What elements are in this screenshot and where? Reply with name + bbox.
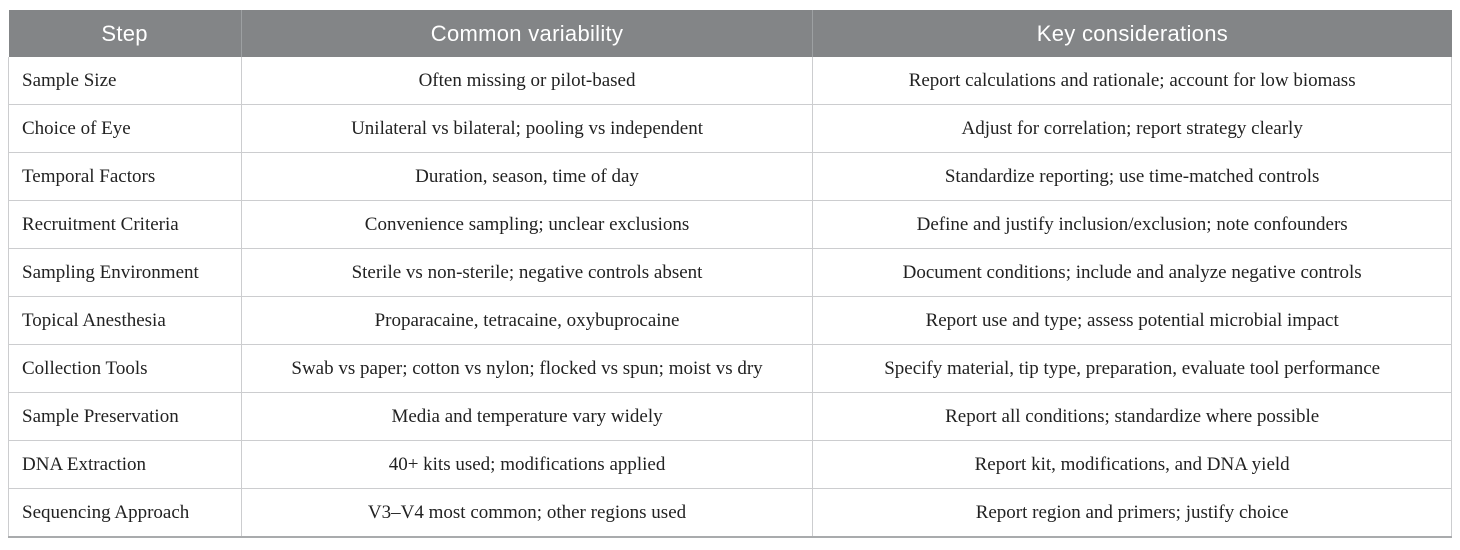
cell-considerations: Report use and type; assess potential mi…	[812, 296, 1452, 345]
cell-variability: Unilateral vs bilateral; pooling vs inde…	[240, 104, 814, 153]
cell-considerations: Specify material, tip type, preparation,…	[812, 344, 1452, 393]
table-row: Temporal Factors Duration, season, time …	[8, 152, 1452, 201]
cell-step: Topical Anesthesia	[8, 296, 242, 345]
cell-step: Sampling Environment	[8, 248, 242, 297]
table-row: Recruitment Criteria Convenience samplin…	[8, 200, 1452, 249]
cell-variability: Proparacaine, tetracaine, oxybuprocaine	[240, 296, 814, 345]
study-steps-table: Step Common variability Key consideratio…	[8, 10, 1452, 538]
table: Step Common variability Key consideratio…	[8, 10, 1452, 538]
column-header-step: Step	[8, 10, 242, 57]
cell-step: Sequencing Approach	[8, 488, 242, 537]
cell-step: Temporal Factors	[8, 152, 242, 201]
cell-step: Choice of Eye	[8, 104, 242, 153]
cell-variability: Often missing or pilot-based	[240, 57, 814, 105]
cell-considerations: Document conditions; include and analyze…	[812, 248, 1452, 297]
table-header: Step Common variability Key consideratio…	[8, 10, 1452, 57]
table-row: Topical Anesthesia Proparacaine, tetraca…	[8, 296, 1452, 345]
cell-step: Recruitment Criteria	[8, 200, 242, 249]
table-body: Sample Size Often missing or pilot-based…	[8, 57, 1452, 537]
cell-considerations: Report kit, modifications, and DNA yield	[812, 440, 1452, 489]
cell-variability: Media and temperature vary widely	[240, 392, 814, 441]
cell-considerations: Adjust for correlation; report strategy …	[812, 104, 1452, 153]
column-header-key-considerations: Key considerations	[812, 10, 1452, 57]
cell-step: Collection Tools	[8, 344, 242, 393]
table-row: Sampling Environment Sterile vs non-ster…	[8, 248, 1452, 297]
table-row: Sample Preservation Media and temperatur…	[8, 392, 1452, 441]
cell-considerations: Report region and primers; justify choic…	[812, 488, 1452, 537]
cell-variability: Convenience sampling; unclear exclusions	[240, 200, 814, 249]
table-row: Sample Size Often missing or pilot-based…	[8, 57, 1452, 105]
cell-considerations: Standardize reporting; use time-matched …	[812, 152, 1452, 201]
table-row: Collection Tools Swab vs paper; cotton v…	[8, 344, 1452, 393]
cell-step: Sample Preservation	[8, 392, 242, 441]
cell-variability: Sterile vs non-sterile; negative control…	[240, 248, 814, 297]
column-header-common-variability: Common variability	[240, 10, 813, 57]
cell-variability: Duration, season, time of day	[240, 152, 814, 201]
cell-variability: V3–V4 most common; other regions used	[240, 488, 814, 537]
cell-step: Sample Size	[8, 57, 242, 105]
cell-variability: 40+ kits used; modifications applied	[240, 440, 814, 489]
table-row: Sequencing Approach V3–V4 most common; o…	[8, 488, 1452, 537]
cell-considerations: Report all conditions; standardize where…	[812, 392, 1452, 441]
cell-variability: Swab vs paper; cotton vs nylon; flocked …	[240, 344, 814, 393]
cell-step: DNA Extraction	[8, 440, 242, 489]
cell-considerations: Report calculations and rationale; accou…	[812, 57, 1452, 105]
cell-considerations: Define and justify inclusion/exclusion; …	[812, 200, 1452, 249]
table-row: DNA Extraction 40+ kits used; modificati…	[8, 440, 1452, 489]
table-row: Choice of Eye Unilateral vs bilateral; p…	[8, 104, 1452, 153]
header-row: Step Common variability Key consideratio…	[8, 10, 1452, 57]
